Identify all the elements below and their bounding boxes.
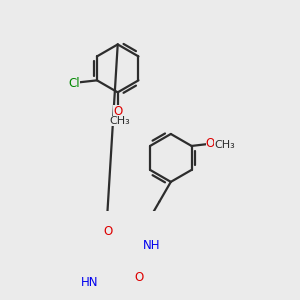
Text: O: O (113, 105, 122, 118)
Text: CH₃: CH₃ (110, 116, 130, 127)
Text: O: O (206, 137, 215, 150)
Text: CH₃: CH₃ (214, 140, 235, 150)
Text: NH: NH (142, 239, 160, 252)
Text: O: O (134, 271, 143, 284)
Text: O: O (103, 225, 112, 239)
Text: HN: HN (81, 276, 99, 290)
Text: Cl: Cl (69, 76, 80, 90)
